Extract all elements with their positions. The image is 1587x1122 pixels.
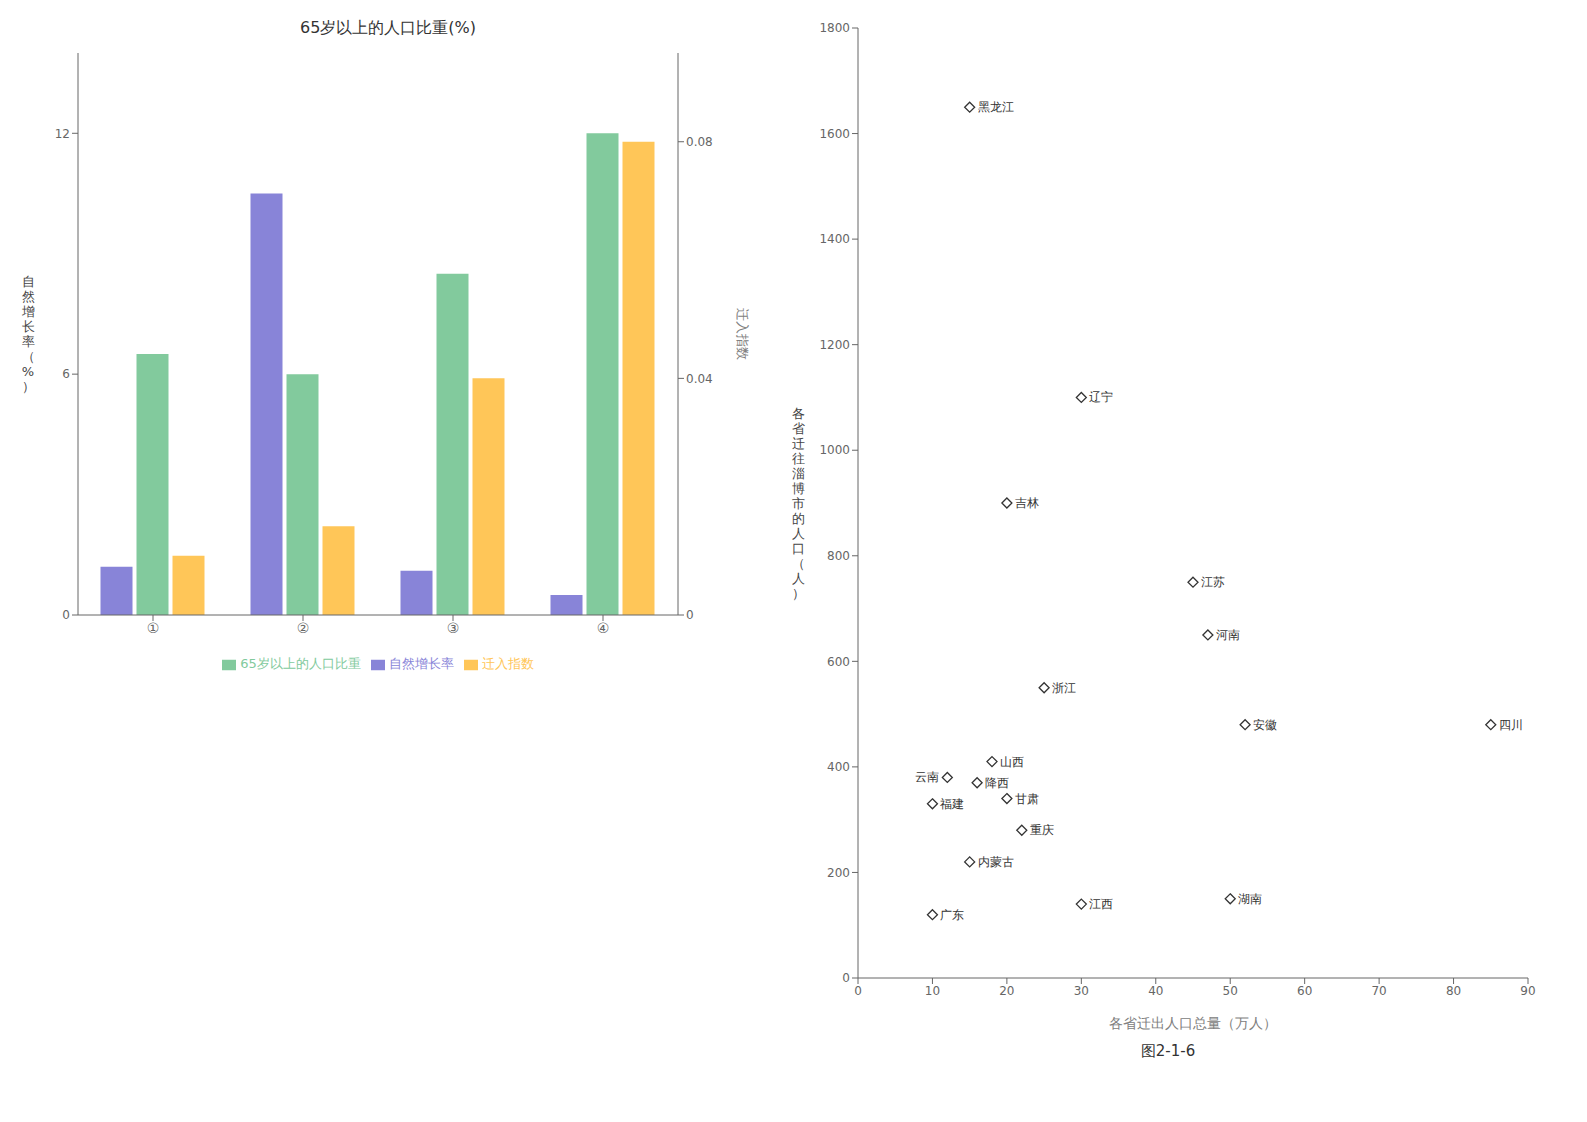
svg-text:70: 70 [1371,984,1386,998]
svg-text:90: 90 [1520,984,1535,998]
svg-text:800: 800 [827,549,850,563]
svg-text:0: 0 [686,608,694,622]
svg-text:降西: 降西 [985,776,1009,790]
svg-text:吉林: 吉林 [1015,496,1039,510]
svg-text:福建: 福建 [940,797,964,811]
html-text:65岁以上的人口比重: 65岁以上的人口比重 [240,656,361,671]
svg-text:6: 6 [62,367,70,381]
svg-text:1200: 1200 [819,338,850,352]
svg-text:各省迁出人口总量（万人）: 各省迁出人口总量（万人） [1109,1015,1277,1031]
svg-text:四川: 四川 [1499,718,1523,732]
svg-text:各省迁往淄博市的人口（人）: 各省迁往淄博市的人口（人） [792,406,805,601]
svg-text:河南: 河南 [1216,628,1240,642]
svg-text:600: 600 [827,655,850,669]
svg-text:1000: 1000 [819,443,850,457]
svg-text:重庆: 重庆 [1030,823,1054,837]
svg-text:200: 200 [827,866,850,880]
svg-text:1600: 1600 [819,127,850,141]
svg-text:④: ④ [597,620,610,636]
html-text:图2-1-6: 图2-1-6 [1140,1042,1196,1060]
svg-text:安徽: 安徽 [1253,718,1277,732]
svg-text:400: 400 [827,760,850,774]
svg-text:10: 10 [925,984,940,998]
svg-text:20: 20 [999,984,1014,998]
svg-text:辽宁: 辽宁 [1089,390,1113,404]
svg-text:0: 0 [62,608,70,622]
svg-text:1400: 1400 [819,232,850,246]
svg-text:江苏: 江苏 [1201,575,1225,589]
svg-text:广东: 广东 [940,908,964,922]
svg-text:山西: 山西 [1000,755,1024,769]
html-text:迁入指数: 迁入指数 [481,656,534,671]
svg-text:③: ③ [447,620,460,636]
svg-text:湖南: 湖南 [1238,892,1262,906]
svg-text:0: 0 [842,971,850,985]
svg-text:②: ② [297,620,310,636]
svg-text:50: 50 [1223,984,1238,998]
svg-text:迁入指数: 迁入指数 [735,308,750,360]
svg-text:60: 60 [1297,984,1312,998]
svg-text:江西: 江西 [1089,897,1113,911]
svg-text:12: 12 [55,127,70,141]
svg-text:0.08: 0.08 [686,135,713,149]
svg-text:内蒙古: 内蒙古 [978,855,1014,869]
svg-text:40: 40 [1148,984,1163,998]
svg-text:0.04: 0.04 [686,372,713,386]
html-text:65岁以上的人口比重(%): 65岁以上的人口比重(%) [300,18,476,37]
svg-text:30: 30 [1074,984,1089,998]
svg-text:甘肃: 甘肃 [1015,792,1039,806]
html-text:自然增长率: 自然增长率 [388,656,454,671]
svg-text:①: ① [147,620,160,636]
svg-text:云南: 云南 [915,770,939,784]
svg-text:浙江: 浙江 [1052,681,1076,695]
svg-text:1800: 1800 [819,21,850,35]
svg-text:黑龙江: 黑龙江 [978,100,1014,114]
svg-text:80: 80 [1446,984,1461,998]
svg-text:自然增长率（%）: 自然增长率（%） [21,274,35,394]
svg-text:0: 0 [854,984,862,998]
